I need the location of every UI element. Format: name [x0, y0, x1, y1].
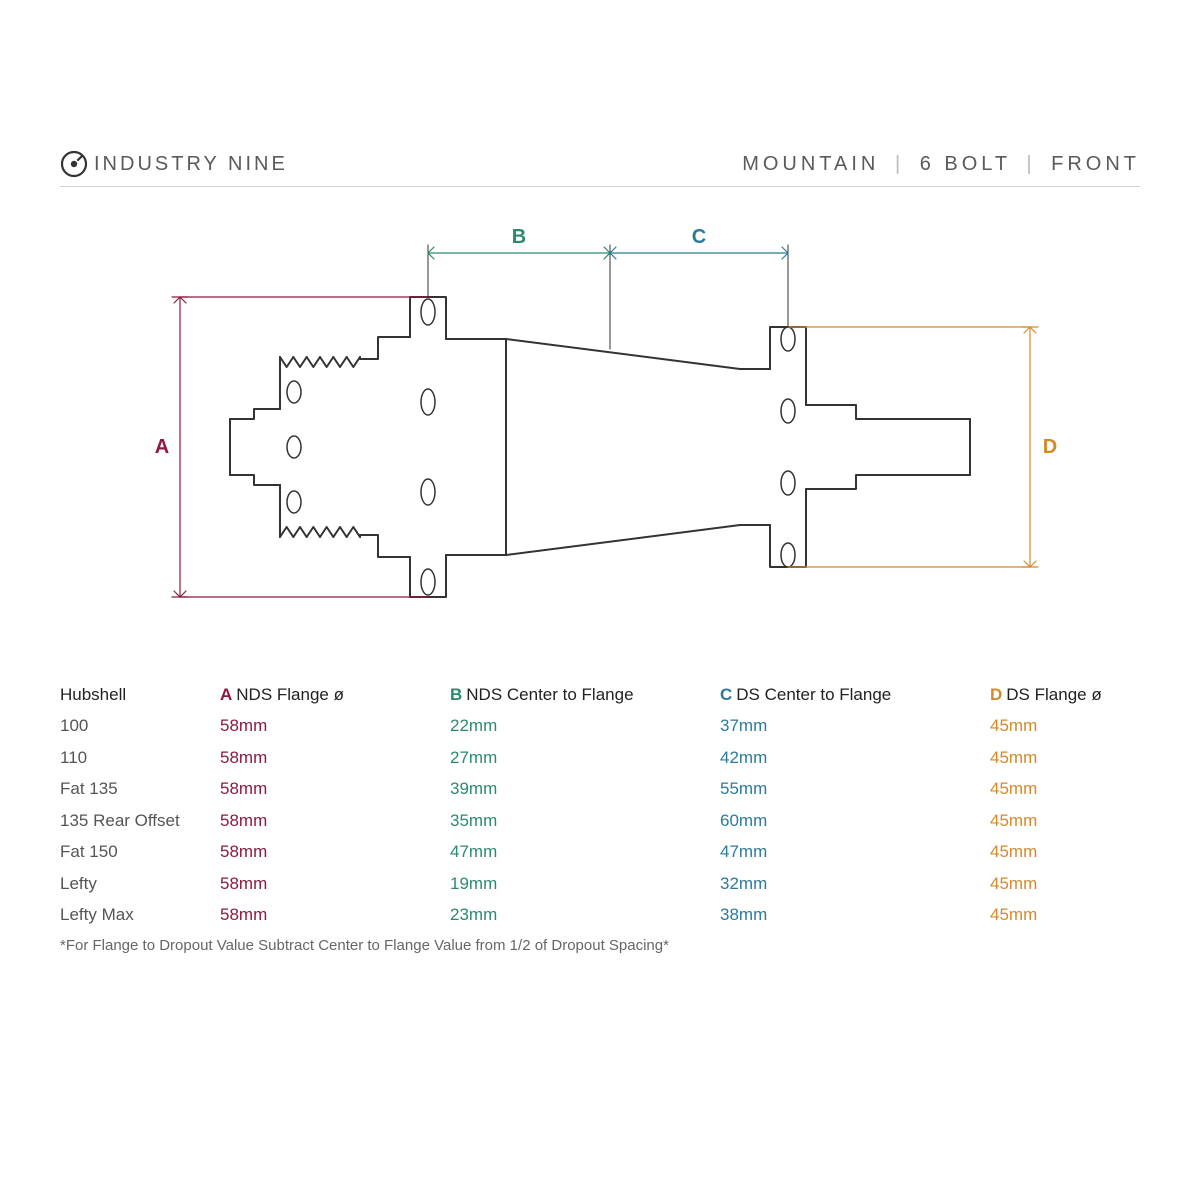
cell-hubshell: Lefty — [60, 868, 220, 899]
breadcrumbs: MOUNTAIN | 6 BOLT | FRONT — [742, 153, 1140, 176]
cell-b: 22mm — [450, 710, 720, 741]
breadcrumb-item: 6 BOLT — [920, 153, 1011, 175]
cell-c: 42mm — [720, 742, 990, 773]
header-c: CDS Center to Flange — [720, 679, 990, 710]
breadcrumb-separator: | — [895, 153, 904, 175]
svg-text:C: C — [692, 226, 706, 248]
breadcrumb-item: MOUNTAIN — [742, 153, 879, 175]
cell-b: 35mm — [450, 805, 720, 836]
spec-table: Hubshell ANDS Flange ø BNDS Center to Fl… — [60, 679, 1140, 931]
cell-d: 45mm — [990, 868, 1130, 899]
page-header: INDUSTRY NINE MOUNTAIN | 6 BOLT | FRONT — [60, 150, 1140, 187]
table-row: 11058mm27mm42mm45mm — [60, 742, 1140, 773]
cell-b: 19mm — [450, 868, 720, 899]
cell-hubshell: Fat 135 — [60, 773, 220, 804]
cell-a: 58mm — [220, 773, 450, 804]
cell-b: 39mm — [450, 773, 720, 804]
cell-a: 58mm — [220, 710, 450, 741]
cell-hubshell: 135 Rear Offset — [60, 805, 220, 836]
table-row: Lefty Max58mm23mm38mm45mm — [60, 899, 1140, 930]
table-header-row: Hubshell ANDS Flange ø BNDS Center to Fl… — [60, 679, 1140, 710]
cell-c: 55mm — [720, 773, 990, 804]
cell-c: 47mm — [720, 836, 990, 867]
svg-text:A: A — [155, 436, 169, 458]
cell-c: 32mm — [720, 868, 990, 899]
footnote: *For Flange to Dropout Value Subtract Ce… — [60, 937, 1140, 954]
cell-a: 58mm — [220, 805, 450, 836]
cell-d: 45mm — [990, 773, 1130, 804]
table-row: Fat 13558mm39mm55mm45mm — [60, 773, 1140, 804]
svg-text:B: B — [512, 226, 526, 248]
hub-diagram: A D B C — [60, 217, 1140, 657]
brand-logo-icon — [60, 150, 88, 178]
cell-a: 58mm — [220, 868, 450, 899]
cell-hubshell: Lefty Max — [60, 899, 220, 930]
cell-b: 47mm — [450, 836, 720, 867]
cell-d: 45mm — [990, 710, 1130, 741]
cell-d: 45mm — [990, 836, 1130, 867]
cell-c: 60mm — [720, 805, 990, 836]
cell-b: 23mm — [450, 899, 720, 930]
cell-c: 37mm — [720, 710, 990, 741]
table-row: Fat 15058mm47mm47mm45mm — [60, 836, 1140, 867]
cell-hubshell: 110 — [60, 742, 220, 773]
cell-hubshell: Fat 150 — [60, 836, 220, 867]
cell-d: 45mm — [990, 742, 1130, 773]
header-d: DDS Flange ø — [990, 679, 1130, 710]
cell-a: 58mm — [220, 836, 450, 867]
svg-text:D: D — [1043, 436, 1057, 458]
cell-c: 38mm — [720, 899, 990, 930]
cell-hubshell: 100 — [60, 710, 220, 741]
breadcrumb-item: FRONT — [1051, 153, 1140, 175]
header-a: ANDS Flange ø — [220, 679, 450, 710]
header-b: BNDS Center to Flange — [450, 679, 720, 710]
brand-text: INDUSTRY NINE — [94, 153, 288, 176]
brand: INDUSTRY NINE — [60, 150, 288, 178]
cell-d: 45mm — [990, 899, 1130, 930]
table-row: Lefty58mm19mm32mm45mm — [60, 868, 1140, 899]
breadcrumb-separator: | — [1026, 153, 1035, 175]
cell-a: 58mm — [220, 899, 450, 930]
cell-a: 58mm — [220, 742, 450, 773]
cell-d: 45mm — [990, 805, 1130, 836]
header-hubshell: Hubshell — [60, 679, 220, 710]
cell-b: 27mm — [450, 742, 720, 773]
table-row: 135 Rear Offset58mm35mm60mm45mm — [60, 805, 1140, 836]
table-row: 10058mm22mm37mm45mm — [60, 710, 1140, 741]
